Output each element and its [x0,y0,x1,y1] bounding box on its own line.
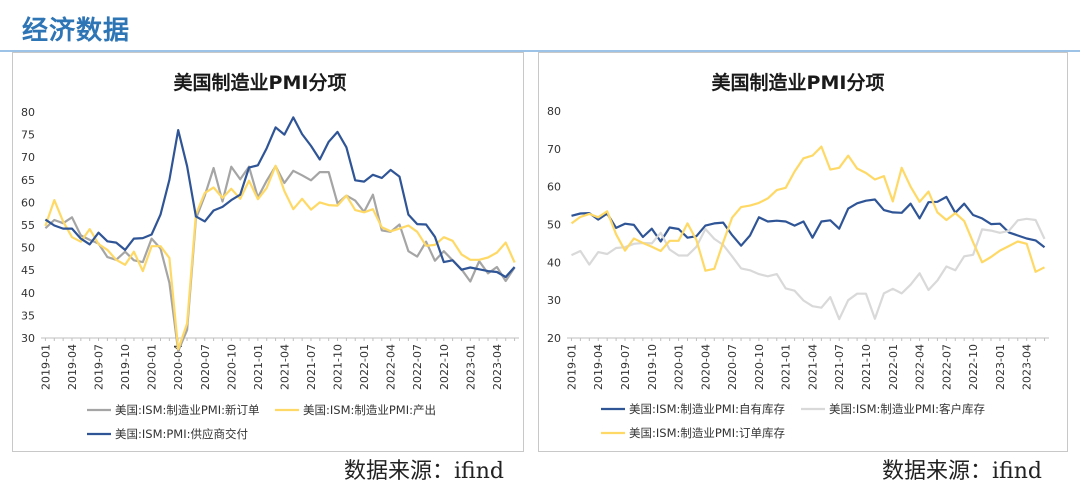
chart-panel-right: 美国制造业PMI分项 20 30 40 50 60 70 80 2019-01 2019-04 20… [538,52,1068,452]
y-tick-label: 60 [21,196,35,209]
x-tick-label: 2022-07 [940,344,953,390]
x-tick-label: 2019-07 [93,344,106,390]
source-note-right: 数据来源：ifind [882,459,1042,484]
x-tick-label: 2023-04 [1021,344,1034,390]
x-tick-label: 2020-01 [146,344,159,390]
y-tick-label: 80 [547,105,561,118]
legend-label: 美国:ISM:制造业PMI:订单库存 [629,426,785,440]
chart-title: 美国制造业PMI分项 [174,71,347,94]
y-tick-label: 20 [547,332,561,345]
y-tick-label: 40 [547,256,561,269]
x-tick-label: 2022-04 [385,344,398,390]
x-tick-label: 2020-10 [753,344,766,390]
y-tick-label: 35 [21,309,35,322]
legend-label: 美国:ISM:制造业PMI:产出 [303,403,436,417]
source-note-left: 数据来源：ifind [344,459,504,484]
y-tick-label: 60 [547,181,561,194]
title-divider [0,50,1080,52]
y-tick-label: 50 [21,242,35,255]
series-line-1 [44,165,516,353]
y-tick-label: 75 [21,129,35,142]
x-tick-label: 2021-04 [806,344,819,390]
y-tick-label: 70 [547,143,561,156]
x-tick-label: 2021-01 [252,344,265,390]
x-tick-label: 2022-01 [887,344,900,390]
y-tick-label: 70 [21,151,35,164]
series-line-1 [571,195,1046,249]
x-tick-label: 2020-04 [172,344,185,390]
legend-label: 美国:ISM:制造业PMI:客户库存 [829,402,985,416]
series-line-2 [571,217,1046,321]
series-line-3 [44,116,516,279]
x-tick-label: 2022-10 [438,344,451,390]
x-tick-label: 2020-07 [726,344,739,390]
x-tick-label: 2021-10 [860,344,873,390]
page-title: 经济数据 [22,16,131,46]
x-tick-label: 2023-01 [994,344,1007,390]
x-tick-label: 2019-01 [565,344,578,390]
x-tick-label: 2021-10 [332,344,345,390]
x-tick-label: 2020-10 [225,344,238,390]
x-tick-label: 2022-10 [967,344,980,390]
x-tick-label: 2022-01 [358,344,371,390]
y-tick-label: 40 [21,287,35,300]
x-tick-label: 2019-10 [646,344,659,390]
legend-label: 美国:ISM:制造业PMI:自有库存 [629,402,785,416]
chart-left-svg: 美国制造业PMI分项 30 35 40 45 50 55 60 65 70 75 80 2019-01 2… [21,71,519,441]
x-tick-label: 2023-04 [491,344,504,390]
chart-right-svg: 美国制造业PMI分项 20 30 40 50 60 70 80 2019-01 2019-04 20… [547,71,1049,440]
legend-label: 美国:ISM:PMI:供应商交付 [115,427,248,441]
x-tick-label: 2019-04 [66,344,79,390]
x-tick-label: 2019-01 [39,344,52,390]
x-tick-label: 2019-04 [592,344,605,390]
x-tick-label: 2020-04 [699,344,712,390]
x-tick-label: 2021-01 [780,344,793,390]
x-tick-label: 2019-07 [619,344,632,390]
x-tick-label: 2021-07 [305,344,318,390]
x-tick-label: 2023-01 [464,344,477,390]
y-tick-label: 30 [547,294,561,307]
x-tick-label: 2022-04 [914,344,927,390]
x-tick-label: 2021-04 [278,344,291,390]
y-tick-label: 45 [21,264,35,277]
x-tick-label: 2020-07 [199,344,212,390]
y-tick-label: 80 [21,106,35,119]
chart-panel-left: 美国制造业PMI分项 30 35 40 45 50 55 60 65 70 75 80 2019-01 2… [12,52,524,452]
legend-label: 美国:ISM:制造业PMI:新订单 [115,403,260,417]
series-line-3 [570,145,1045,273]
chart-title: 美国制造业PMI分项 [712,71,885,94]
x-tick-label: 2021-07 [833,344,846,390]
y-tick-label: 30 [21,332,35,345]
x-tick-label: 2020-01 [673,344,686,390]
x-tick-label: 2022-07 [411,344,424,390]
x-tick-label: 2019-10 [119,344,132,390]
y-tick-label: 55 [21,219,35,232]
y-tick-label: 65 [21,174,35,187]
y-tick-label: 50 [547,219,561,232]
series-line-2 [44,164,516,351]
